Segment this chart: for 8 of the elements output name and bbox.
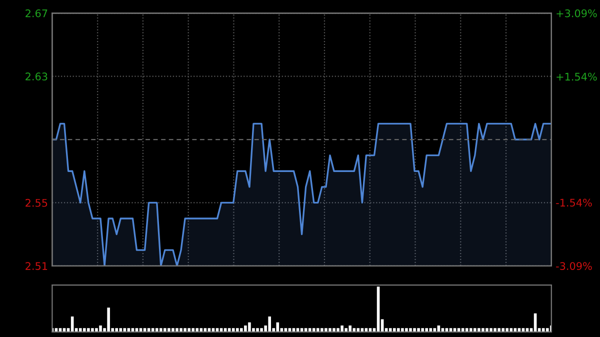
y2-tick-label: -3.09% [556,262,592,270]
y2-tick-label: +1.54% [556,72,597,81]
y2-tick-label: +3.09% [556,9,597,18]
y-tick-label: 2.67 [26,9,48,18]
y2-tick-label: -1.54% [556,198,592,207]
y-tick-label: 2.55 [26,198,48,207]
y-tick-label: 2.51 [26,262,48,270]
y-tick-label: 2.63 [26,72,48,80]
